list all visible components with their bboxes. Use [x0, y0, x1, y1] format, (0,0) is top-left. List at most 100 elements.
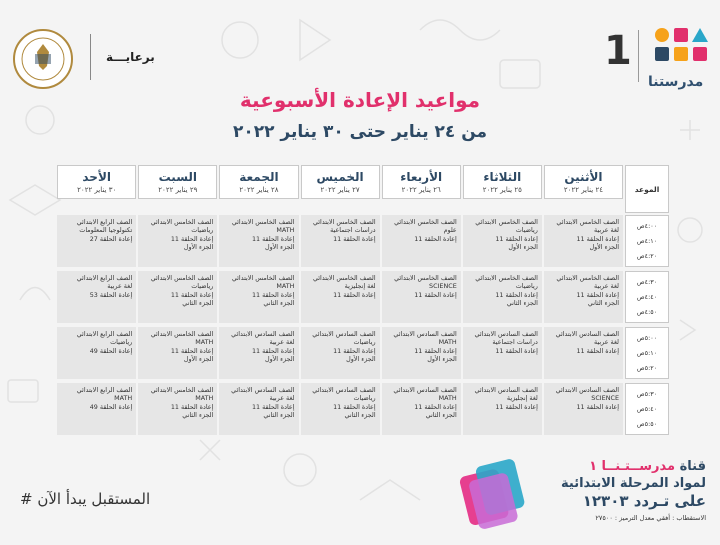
channel-title: قناة مدرســتـنــا ١ [496, 458, 706, 475]
schedule-cell: الصف الخامس الابتدائي رياضيات إعادة الحلقة… [462, 271, 542, 323]
channel-subtitle: لمواد المرحلة الابتدائية [561, 476, 706, 491]
cell-line: الصف الرابع الابتدائي [76, 330, 133, 338]
cell-line: SCIENCE [591, 394, 619, 403]
day-header: الأثنين ٢٤ يناير ٢٠٢٢ [543, 165, 623, 199]
cell-line: إعادة الحلقة 11 [170, 402, 214, 411]
cell-line: MATH [276, 282, 295, 291]
day-date: ٢٥ يناير ٢٠٢٢ [482, 186, 522, 194]
cell-line: الجزء الأول [508, 243, 538, 252]
hashtag-slogan: # المستقبل يبدأ الآن [20, 490, 151, 508]
cell-line: إعادة الحلقة 11 [251, 402, 295, 411]
schedule-table: الموعد الأثنين ٢٤ يناير ٢٠٢٢ الثلاثاء ٢٥ ينا… [56, 165, 670, 437]
day-name: الأثنين [564, 170, 603, 184]
time-slot: ٥:٥٠ص [636, 420, 658, 429]
time-slot: ٥:٣٠ص [636, 389, 658, 398]
schedule-cell: الصف الخامس الابتدائي دراسات اجتماعية إعاد… [300, 215, 380, 267]
schedule-cell: الصف الرابع الابتدائي MATH إعادة الحلقة 49 [57, 383, 137, 435]
schedule-cell: الصف الخامس الابتدائي MATH إعادة الحلقة 11… [138, 327, 218, 379]
cell-line: إعادة الحلقة 11 [495, 402, 538, 411]
day-header: الأربعاء ٢٦ يناير ٢٠٢٢ [381, 165, 461, 199]
schedule-cell: الصف السادس الابتدائي دراسات اجتماعية إعاد… [462, 327, 542, 379]
row-spacer [137, 199, 218, 213]
day-header: الخميس ٢٧ يناير ٢٠٢٢ [300, 165, 380, 199]
channel-name: مدرســتـنــا ١ [589, 459, 676, 474]
cell-line: الصف الخامس الابتدائي [150, 218, 214, 226]
cell-line: الجزء الثاني [344, 411, 376, 420]
cell-line: الجزء الثاني [263, 299, 295, 308]
cell-line: الصف السادس الابتدائي [555, 330, 619, 338]
time-slot: ٤:٠٠ص [636, 221, 658, 230]
schedule-cell: الصف السادس الابتدائي لغة إنجليزية إعادة ا… [462, 383, 542, 435]
channel-info: قناة مدرســتـنــا ١ لمواد المرحلة الابتد… [496, 458, 706, 522]
cell-line: رياضيات [515, 282, 538, 291]
day-header: الجمعة ٢٨ يناير ٢٠٢٢ [219, 165, 299, 199]
cell-line: لغة عربية [594, 226, 619, 235]
cell-line: MATH [114, 394, 133, 403]
brand-blocks-icon [655, 28, 708, 61]
cell-line: الجزء الثاني [587, 299, 619, 308]
time-slot: ٤:٥٠ص [636, 308, 658, 317]
cell-line: إعادة الحلقة 53 [89, 290, 133, 299]
cell-line: رياضيات [515, 226, 538, 235]
cell-line: تكنولوجيا المعلومات [79, 226, 133, 235]
time-header-label: الموعد [634, 184, 660, 194]
cell-line: إعادة الحلقة 11 [414, 290, 457, 299]
day-name: الخميس [316, 170, 364, 184]
day-name: الأحد [82, 170, 112, 184]
cell-line: رياضيات [353, 338, 376, 347]
schedule-cell: الصف السادس الابتدائي SCIENCE إعادة الحلقة… [543, 383, 623, 435]
cell-line: إعادة الحلقة 11 [576, 402, 619, 411]
brand-name: مدرستنا [648, 74, 704, 90]
day-date: ٢٧ يناير ٢٠٢٢ [320, 186, 360, 194]
row-spacer [543, 199, 624, 213]
day-date: ٢٩ يناير ٢٠٢٢ [158, 186, 198, 194]
cell-line: لغة إنجليزية [506, 394, 538, 403]
cell-line: إعادة الحلقة 11 [414, 346, 457, 355]
cell-line: الصف السادس الابتدائي [231, 330, 295, 338]
cell-line: إعادة الحلقة 11 [333, 234, 376, 243]
cell-line: رياضيات [353, 394, 376, 403]
cell-line: الصف الخامس الابتدائي [556, 218, 619, 226]
cell-line: الصف الخامس الابتدائي [475, 218, 538, 226]
cell-line: الجزء الثاني [425, 411, 457, 420]
cell-line: الصف الخامس الابتدائي [394, 218, 457, 226]
cell-line: إعادة الحلقة 11 [576, 234, 619, 243]
cell-line: الصف الخامس الابتدائي [231, 218, 295, 226]
cell-line: علوم [443, 226, 457, 235]
time-slot: ٤:١٠ص [636, 236, 658, 245]
cell-line: الصف الخامس الابتدائي [312, 274, 376, 282]
channel-reception: الاستقطاب : أفقي معدل الترميز : ٢٧٥٠٠ [595, 514, 706, 522]
time-slot: ٤:٢٠ص [636, 252, 658, 261]
cell-line: الصف السادس الابتدائي [393, 330, 457, 338]
cell-line: SCIENCE [429, 282, 457, 291]
cell-line: الجزء الأول [346, 355, 376, 364]
cell-line: إعادة الحلقة 11 [495, 346, 538, 355]
cell-line: إعادة الحلقة 11 [251, 346, 295, 355]
cell-line: إعادة الحلقة 11 [414, 402, 457, 411]
cell-line: إعادة الحلقة 11 [251, 234, 295, 243]
schedule-cell: الصف السادس الابتدائي لغة عربية إعادة الحل… [219, 383, 299, 435]
cell-line: MATH [195, 394, 214, 403]
schedule-cell: الصف السادس الابتدائي لغة عربية إعادة الحل… [219, 327, 299, 379]
cell-line: الصف الخامس الابتدائي [231, 274, 295, 282]
cell-line: لغة عربية [269, 338, 295, 347]
cell-line: لغة إنجليزية [344, 282, 376, 291]
schedule-cell: الصف الخامس الابتدائي SCIENCE إعادة الحلقة… [381, 271, 461, 323]
cell-line: الصف السادس الابتدائي [312, 330, 376, 338]
cell-line: إعادة الحلقة 11 [576, 346, 619, 355]
ministry-seal-icon [13, 29, 73, 89]
cell-line: الصف السادس الابتدائي [393, 386, 457, 394]
cell-line: MATH [438, 394, 457, 403]
schedule-cell: الصف السادس الابتدائي رياضيات إعادة الحلقة… [300, 383, 380, 435]
schedule-cell: الصف الخامس الابتدائي لغة عربية إعادة الحل… [543, 215, 623, 267]
madrasatna-logo: 1 مدرستنا [604, 26, 714, 98]
cell-line: إعادة الحلقة 11 [495, 290, 538, 299]
cell-line: إعادة الحلقة 49 [89, 346, 133, 355]
cell-line: إعادة الحلقة 11 [333, 346, 376, 355]
time-slot: ٤:٤٠ص [636, 292, 658, 301]
cell-line: الصف الخامس الابتدائي [150, 386, 214, 394]
cell-line: رياضيات [191, 282, 214, 291]
channel-frequency: على تـردد ١٢٣٠٣ [582, 492, 706, 510]
page-title: مواعيد الإعادة الأسبوعية [239, 88, 481, 112]
cell-line: الصف السادس الابتدائي [474, 330, 538, 338]
